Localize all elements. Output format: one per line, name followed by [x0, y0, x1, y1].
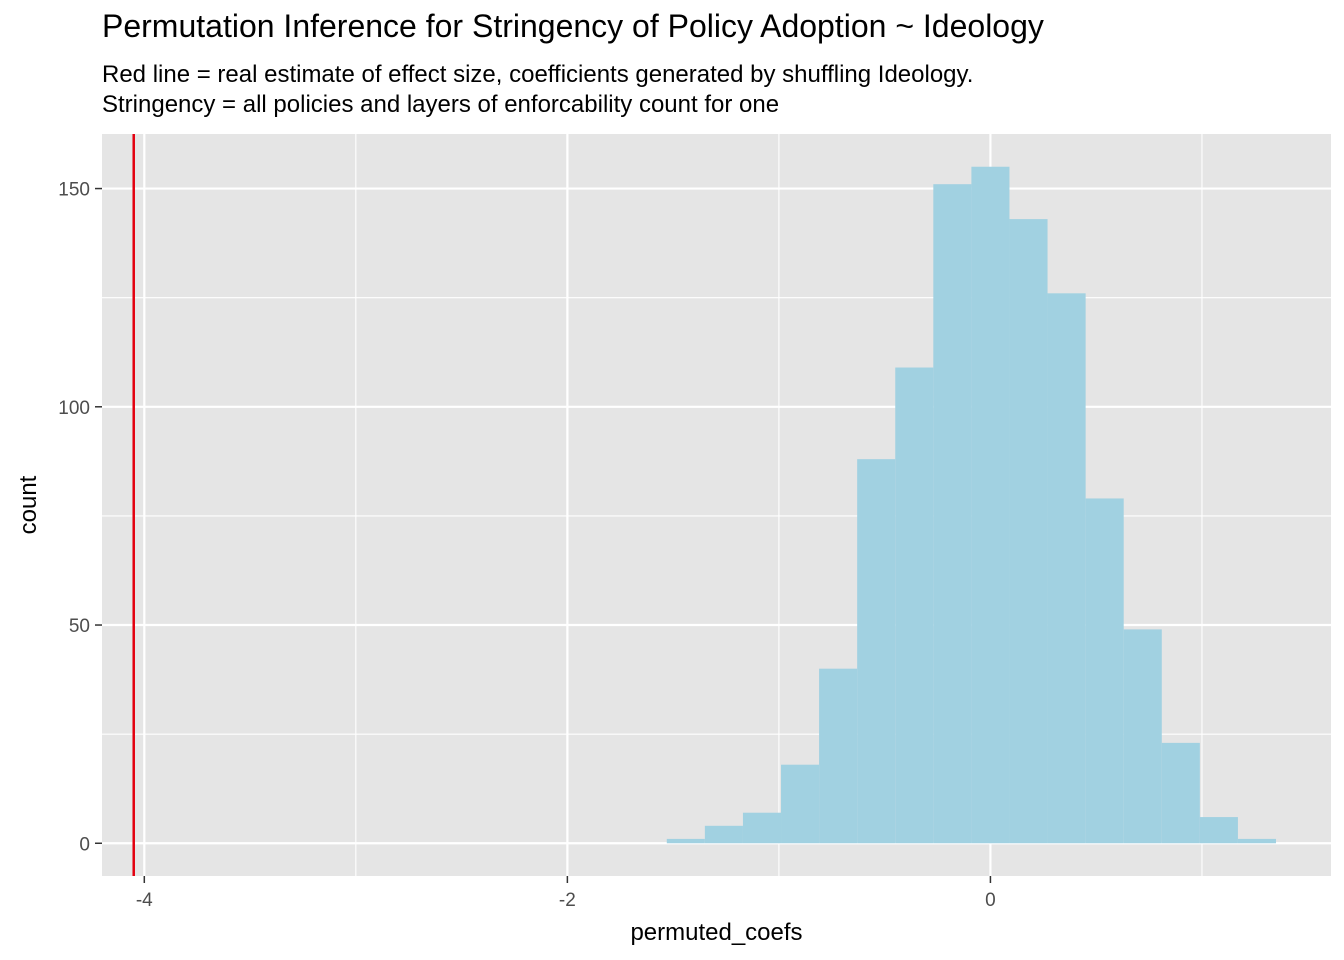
histogram-bar	[1237, 838, 1277, 844]
histogram-bar	[781, 764, 820, 844]
chart-title: Permutation Inference for Stringency of …	[102, 8, 1044, 44]
histogram-bar	[895, 367, 934, 844]
x-tick-label: 0	[985, 890, 996, 911]
subtitle-line-2: Stringency = all policies and layers of …	[102, 91, 780, 118]
histogram-bar	[819, 668, 858, 844]
histogram-bar	[971, 166, 1010, 844]
histogram-bar	[1085, 498, 1124, 844]
x-axis: -4 -2 0	[136, 876, 996, 911]
histogram-bar	[742, 812, 782, 844]
y-axis: 0 50 100 150	[58, 180, 102, 855]
histogram-bars	[666, 166, 1277, 844]
y-tick-label: 50	[69, 616, 90, 637]
histogram-bar	[666, 838, 705, 844]
histogram-bar	[1047, 293, 1086, 844]
x-axis-title: permuted_coefs	[630, 919, 802, 946]
histogram-bar	[704, 825, 743, 844]
histogram-bar	[1123, 629, 1162, 844]
y-axis-title: count	[15, 475, 42, 534]
histogram-bar	[1199, 817, 1238, 844]
grid-minor	[102, 134, 1331, 876]
histogram-bar	[1009, 219, 1048, 844]
chart-subtitle: Red line = real estimate of effect size,…	[102, 60, 973, 120]
histogram-bar	[1161, 742, 1200, 844]
subtitle-line-1: Red line = real estimate of effect size,…	[102, 61, 974, 88]
y-tick-label: 100	[58, 398, 90, 419]
histogram-bar	[857, 459, 896, 844]
histogram-bar	[933, 184, 972, 844]
y-tick-label: 150	[58, 180, 90, 201]
x-tick-label: -4	[136, 890, 153, 911]
y-tick-label: 0	[79, 834, 90, 855]
x-tick-label: -2	[559, 890, 576, 911]
